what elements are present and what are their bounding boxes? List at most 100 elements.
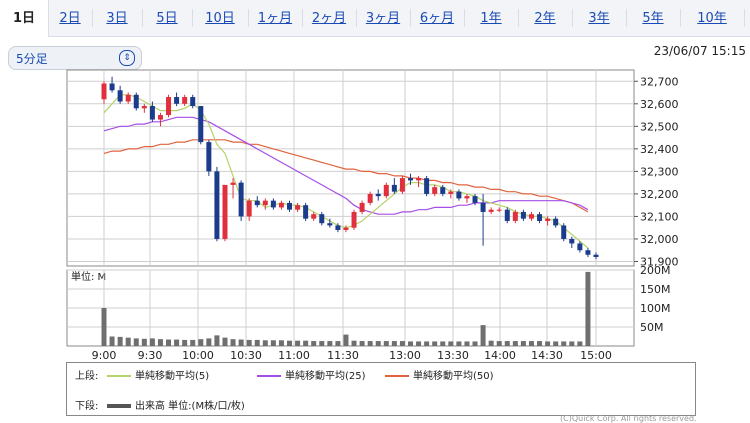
candle-body [141,106,147,109]
candle-body [496,209,502,211]
candle-body [561,225,567,239]
volume-bar [488,340,494,346]
volume-tick-label: 50M [640,321,664,334]
volume-bar [528,341,534,346]
tab-11[interactable]: 3年 [572,0,626,36]
candle-body [182,97,188,104]
legend-lower-label: 下段: [75,401,99,412]
volume-tick-label: 150M [640,283,671,296]
candle-body [359,202,365,212]
sma25-line [103,116,589,215]
volume-bar [303,340,309,346]
candle-body [303,205,309,219]
volume-bar [262,340,268,346]
volume-bar [206,338,212,346]
volume-bar [545,341,551,346]
volume-bar [391,341,397,346]
candle-body [367,193,373,203]
tab-5[interactable]: 1ヶ月 [248,0,302,36]
tab-label: 5年 [642,11,664,26]
x-tick-label: 11:30 [327,349,359,362]
candle-body [222,184,228,239]
volume-bar [407,341,413,346]
volume-bar [270,340,276,346]
volume-bar [125,337,131,346]
candle-body [117,90,123,102]
price-tick-label: 31,900 [640,255,679,268]
tab-4[interactable]: 10日 [192,0,248,36]
x-tick-label: 15:00 [580,349,612,362]
candle-body [553,218,559,226]
tab-13[interactable]: 10年 [680,0,744,36]
volume-tick-label: 200M [640,264,671,277]
volume-bar [238,339,244,346]
volume-bar [512,341,518,346]
volume-bar [198,339,204,346]
tab-9[interactable]: 1年 [464,0,518,36]
price-tick-label: 32,600 [640,98,679,111]
volume-bar [335,341,341,346]
tab-12[interactable]: 5年 [626,0,680,36]
tab-0[interactable]: 1日 [0,0,49,37]
volume-bar [101,308,107,346]
candle-body [528,214,534,219]
volume-bar [448,341,454,346]
candle-body [488,209,494,212]
volume-bar [383,341,389,346]
x-tick-label: 11:00 [278,349,310,362]
tab-separator [744,9,745,27]
candle-body [206,142,212,172]
candle-body [335,225,341,230]
price-panel-frame [66,69,635,267]
volume-bar [222,337,228,346]
volume-bar [343,334,349,346]
candle-body [278,202,284,208]
tab-separator [410,9,411,27]
tab-label: 5日 [156,11,178,26]
volume-bar [367,341,373,346]
candle-body [593,254,599,257]
tab-1[interactable]: 2日 [48,0,92,36]
candle-body [149,106,155,120]
tab-3[interactable]: 5日 [142,0,192,36]
x-tick-label: 13:30 [437,349,469,362]
interval-select-value: 5分足 [16,52,48,66]
candle-body [157,115,163,120]
legend-label: 単純移動平均(5) [135,371,210,382]
x-tick-label: 10:00 [182,349,214,362]
candle-body [424,178,430,194]
candle-body [246,200,252,217]
tab-6[interactable]: 2ヶ月 [302,0,356,36]
tab-10[interactable]: 2年 [518,0,572,36]
tab-2[interactable]: 3日 [92,0,142,36]
candle-body [101,83,107,100]
x-tick-label: 10:30 [230,349,262,362]
volume-bar [174,339,180,346]
price-tick-label: 32,100 [640,210,679,223]
volume-bar [278,340,284,346]
interval-select[interactable]: 5分足 ⇕ [8,46,142,70]
volume-bar [472,341,478,346]
credit-text: (C)Quick Corp. All rights reserved. [560,414,697,423]
volume-unit-label: 単位: M [71,270,106,283]
tab-label: 10日 [205,11,235,26]
candle-body [238,182,244,217]
tab-7[interactable]: 3ヶ月 [356,0,410,36]
candle-body [416,178,422,181]
price-tick-label: 32,000 [640,233,679,246]
tab-label: 3年 [588,11,610,26]
candle-body [537,214,543,221]
candle-body [569,238,575,244]
legend-item-2: 単純移動平均(50) [385,367,494,382]
volume-bar [456,341,462,346]
volume-bar [166,339,172,346]
tab-separator [572,9,573,27]
volume-bar [432,341,438,346]
tab-separator [518,9,519,27]
legend-item-1: 単純移動平均(25) [257,367,366,382]
volume-bar [416,341,422,346]
tab-8[interactable]: 6ヶ月 [410,0,464,36]
legend-label: 単純移動平均(50) [413,371,494,382]
candle-body [230,182,236,185]
volume-bar [561,341,567,346]
